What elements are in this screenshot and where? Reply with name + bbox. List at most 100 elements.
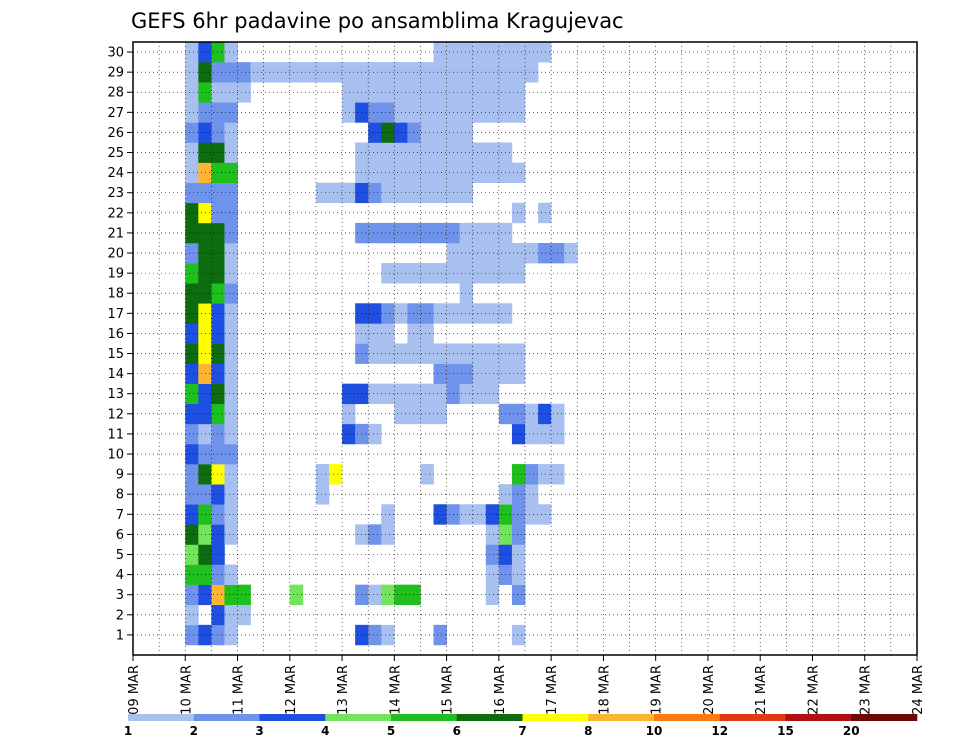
legend-level-label: 2 [190,724,198,738]
heatmap-cell [459,283,474,304]
heatmap-cell [224,584,238,606]
heatmap-cell [211,383,225,405]
heatmap-cell [420,222,434,244]
heatmap-cell [407,222,421,244]
heatmap-cell [485,102,500,123]
legend-level-label: 4 [321,724,329,738]
y-axis-ticks: 1234567891011121314151617181920212223242… [107,46,133,643]
heatmap-cell [224,363,238,384]
heatmap-cell [525,504,539,525]
heatmap-cell [433,222,447,244]
heatmap-cell [185,102,199,123]
heatmap-cell [420,383,434,405]
heatmap-cell [381,584,395,606]
plot-grid [133,42,917,655]
heatmap-cell [511,363,526,384]
heatmap-cell [511,524,526,545]
heatmap-cell [368,62,382,83]
heatmap-cell [224,504,238,525]
y-tick-label: 2 [116,608,124,623]
heatmap-cell [538,403,552,425]
heatmap-cell [433,504,447,525]
y-tick-label: 8 [116,488,124,503]
heatmap-cell [420,464,434,485]
heatmap-cell [407,303,421,324]
heatmap-cell [224,242,238,264]
heatmap-cell [289,62,304,83]
heatmap-cell [538,202,552,224]
legend-color-swatch [259,714,326,721]
heatmap-cell [420,162,434,183]
heatmap-cell [185,403,199,425]
legend-color-swatch [851,714,918,721]
heatmap-cell [224,303,238,324]
y-tick-label: 24 [107,166,124,181]
heatmap-cell [185,303,199,324]
heatmap-cell [433,162,447,183]
heatmap-cell [381,182,395,204]
heatmap-cell [381,142,395,163]
y-tick-label: 14 [107,367,124,382]
heatmap-cell [472,343,487,364]
heatmap-cell [459,122,474,143]
heatmap-cell [381,504,395,525]
x-tick-label: 17 MAR [545,665,560,715]
heatmap-cell [237,62,251,83]
heatmap-cell [407,142,421,163]
y-tick-label: 21 [107,226,124,241]
heatmap-cell [407,62,421,83]
y-tick-label: 28 [107,86,124,101]
heatmap-cell [485,363,500,384]
heatmap-cell [485,524,500,545]
legend-level-label: 12 [711,724,728,738]
heatmap-cell [368,383,382,405]
heatmap-cell [224,464,238,485]
heatmap-cell [185,624,199,646]
y-tick-label: 5 [116,548,124,563]
heatmap-cell [224,42,238,63]
heatmap-cell [224,443,238,465]
y-tick-label: 9 [116,468,124,483]
heatmap-cell [525,62,539,83]
x-tick-label: 09 MAR [127,665,142,715]
heatmap-cell [564,242,578,264]
heatmap-cell [407,403,421,425]
heatmap-cell [459,343,474,364]
heatmap-cell [511,202,526,224]
heatmap-cell [185,263,199,284]
legend-color-swatch [128,714,195,721]
heatmap-cell [472,102,487,123]
heatmap-cell [420,343,434,364]
heatmap-cell [511,484,526,505]
heatmap-cell [525,42,539,63]
x-tick-label: 10 MAR [179,665,194,715]
heatmap-cell [185,122,199,143]
heatmap-cell [342,102,356,123]
heatmap-cell [342,62,356,83]
heatmap-cell [381,62,395,83]
heatmap-cell [342,403,356,425]
heatmap-cell [538,242,552,264]
heatmap-cell [485,162,500,183]
heatmap-cell [485,343,500,364]
heatmap-cell [368,323,382,344]
heatmap-cell [381,343,395,364]
legend-level-label: 5 [387,724,395,738]
heatmap-cell [368,182,382,204]
heatmap-cell [211,544,225,565]
heatmap-cell [538,42,552,63]
heatmap-cell [224,323,238,344]
heatmap-cell [525,464,539,485]
heatmap-cell [329,62,343,83]
heatmap-cell [433,182,447,204]
heatmap-cell [185,564,199,585]
heatmap-cell [525,242,539,264]
heatmap-cell [211,182,225,204]
heatmap-cell [485,62,500,83]
heatmap-cell [420,102,434,123]
heatmap-cell [342,423,356,445]
heatmap-cell [224,102,238,123]
x-tick-label: 16 MAR [493,665,508,715]
heatmap-cell [211,142,225,163]
heatmap-cell [185,504,199,525]
